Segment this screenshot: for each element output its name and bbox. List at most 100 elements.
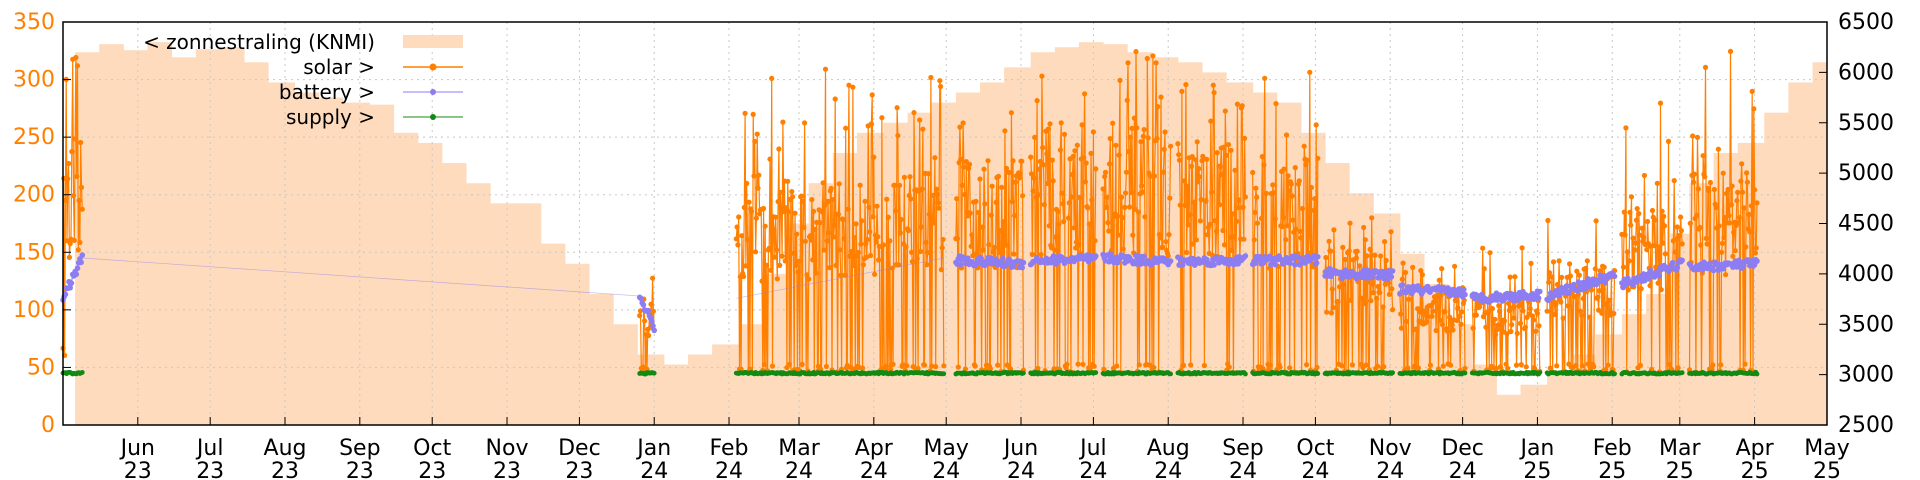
solar-point — [780, 119, 786, 125]
solar-point — [1544, 308, 1550, 314]
solar-point — [1493, 365, 1499, 372]
solar-point — [821, 247, 827, 253]
solar-point — [779, 253, 785, 259]
irradiance-bar — [712, 344, 740, 425]
x-tick-year-label: 25 — [1741, 459, 1769, 480]
solar-point — [1368, 298, 1374, 304]
solar-point — [990, 249, 996, 255]
battery-point — [1328, 273, 1334, 280]
solar-point — [860, 262, 867, 268]
solar-point — [1374, 363, 1380, 369]
solar-point — [1193, 237, 1199, 243]
solar-point — [1372, 252, 1378, 258]
irradiance-bar — [613, 324, 638, 425]
battery-point — [988, 255, 994, 261]
solar-point — [1074, 142, 1080, 148]
solar-point — [987, 366, 994, 372]
x-tick-year-label: 23 — [271, 459, 299, 480]
legend-label-supply: supply > — [286, 105, 375, 129]
solar-point — [1205, 232, 1211, 238]
solar-point — [1180, 362, 1187, 368]
solar-point — [1647, 283, 1653, 289]
solar-point — [1501, 318, 1507, 324]
solar-point — [1398, 325, 1405, 331]
solar-point — [1704, 241, 1710, 247]
solar-point — [806, 276, 812, 282]
solar-point — [1593, 218, 1599, 224]
solar-point — [1086, 221, 1092, 227]
solar-point — [761, 362, 768, 368]
solar-point — [1142, 214, 1148, 220]
solar-point — [993, 199, 999, 205]
solar-point — [1002, 128, 1008, 134]
solar-point — [1003, 242, 1009, 248]
solar-point — [1723, 190, 1730, 197]
solar-point — [1742, 361, 1748, 367]
supply-point — [1243, 371, 1248, 377]
solar-point — [1161, 146, 1167, 152]
solar-point — [1135, 209, 1142, 215]
solar-point — [73, 54, 79, 61]
y-left-tick-label: 250 — [13, 125, 55, 150]
solar-point — [1577, 308, 1583, 314]
solar-point — [1261, 162, 1267, 168]
solar-point — [819, 209, 825, 215]
solar-point — [1340, 244, 1346, 250]
solar-point — [795, 269, 801, 275]
solar-point — [1470, 325, 1476, 331]
solar-point — [1223, 152, 1229, 158]
grid — [63, 22, 1827, 425]
irradiance-bar — [1788, 82, 1814, 425]
battery-point — [1369, 274, 1375, 281]
solar-point — [1641, 172, 1647, 179]
solar-point — [1133, 49, 1139, 55]
solar-point — [864, 237, 871, 243]
solar-point — [1723, 272, 1729, 278]
solar-point — [1660, 240, 1666, 246]
solar-point — [1045, 180, 1051, 186]
solar-point — [1221, 144, 1227, 150]
solar-point — [1671, 178, 1677, 184]
solar-point — [1242, 194, 1248, 200]
solar-point — [1191, 199, 1197, 205]
solar-point — [1357, 263, 1363, 269]
solar-point — [855, 249, 862, 256]
solar-point — [1328, 248, 1334, 254]
solar-point — [1185, 222, 1191, 228]
legend-marker-battery — [430, 89, 436, 95]
supply-point — [1168, 371, 1173, 377]
solar-point — [1504, 331, 1510, 337]
solar-point — [1485, 309, 1491, 315]
solar-point — [1070, 153, 1076, 159]
solar-point — [810, 257, 816, 263]
solar-point — [70, 193, 77, 199]
solar-point — [1398, 311, 1404, 317]
solar-point — [1606, 297, 1612, 303]
supply-point — [1612, 371, 1617, 377]
solar-point — [1104, 194, 1110, 200]
irradiance-bar — [1812, 62, 1828, 426]
irradiance-bar — [123, 50, 148, 426]
battery-point — [1257, 253, 1263, 260]
solar-point — [1194, 139, 1200, 145]
x-tick-year-label: 25 — [1813, 459, 1841, 480]
solar-point — [1736, 214, 1742, 221]
legend-marker-solar — [429, 63, 437, 71]
solar-point — [1061, 219, 1067, 225]
battery-point — [978, 255, 984, 261]
irradiance-bar — [663, 364, 689, 425]
solar-point — [1088, 150, 1094, 156]
x-tick-month-label: Sep — [1222, 436, 1263, 461]
solar-point — [1102, 174, 1108, 180]
solar-point — [1280, 214, 1286, 220]
solar-point — [1060, 201, 1066, 207]
solar-point — [1107, 136, 1113, 142]
solar-point — [1211, 90, 1217, 96]
solar-point — [1151, 364, 1157, 371]
solar-point — [1676, 233, 1682, 239]
solar-point — [1481, 266, 1487, 272]
solar-point — [871, 154, 877, 160]
x-tick-year-label: 24 — [1449, 459, 1477, 480]
solar-point — [1369, 281, 1376, 287]
